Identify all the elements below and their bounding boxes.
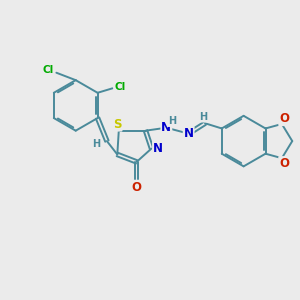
Text: O: O (132, 181, 142, 194)
Text: Cl: Cl (42, 65, 54, 75)
Text: N: N (161, 121, 171, 134)
Text: O: O (279, 112, 289, 125)
Text: Cl: Cl (114, 82, 125, 92)
Text: H: H (200, 112, 208, 122)
Text: S: S (113, 118, 122, 130)
Text: H: H (92, 139, 101, 149)
Text: H: H (168, 116, 176, 126)
Text: N: N (184, 127, 194, 140)
Text: N: N (153, 142, 163, 155)
Text: O: O (279, 157, 289, 170)
